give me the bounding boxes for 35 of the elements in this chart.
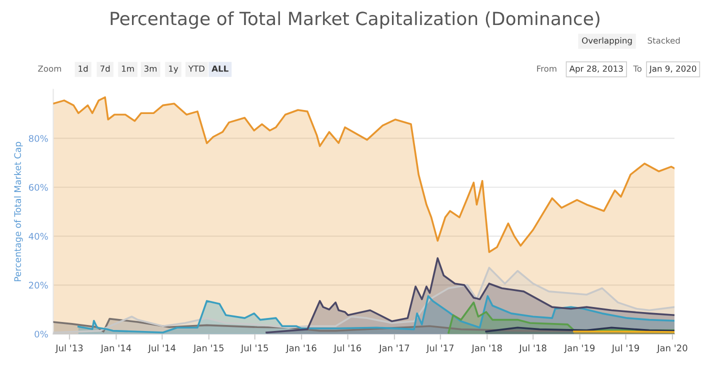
- x-tick-label: Jul '18: [518, 344, 546, 354]
- x-tick-label: Jul '17: [426, 344, 454, 354]
- text: Zoom: [38, 66, 62, 72]
- text: From: [537, 66, 556, 72]
- x-tick-label: Jan '16: [286, 344, 316, 354]
- x-tick-label: Jul '16: [333, 344, 362, 354]
- y-tick-label: 20%: [28, 282, 48, 289]
- text: Overlapping: [582, 37, 632, 46]
- x-tick-label: Jan '20: [656, 344, 688, 354]
- x-tick-label: Jan '17: [378, 344, 410, 354]
- text: 1y: [169, 66, 178, 74]
- text: Stacked: [648, 37, 680, 44]
- text: ALL: [212, 66, 228, 72]
- x-tick-label: Jul '13: [55, 344, 83, 354]
- text: 1m: [122, 66, 134, 72]
- x-tick-label: Jul '15: [240, 344, 268, 354]
- text: 1d: [78, 65, 88, 72]
- x-tick-label: Jan '14: [100, 344, 132, 354]
- y-axis-title: Percentage of Total Market Cap: [14, 142, 23, 282]
- text: 7d: [100, 65, 110, 72]
- text: Apr 28, 2013: [569, 65, 623, 74]
- text: Jan 9, 2020: [649, 65, 696, 74]
- x-tick-label: Jan '18: [471, 344, 502, 354]
- chart-title: Percentage of Total Market Capitalization (Dominance): [110, 11, 600, 29]
- x-tick-label: Jul '19: [611, 344, 639, 354]
- text: 3m: [144, 65, 157, 72]
- y-tick-label: 40%: [28, 232, 48, 240]
- text: YTD: [188, 66, 204, 72]
- text: To: [633, 66, 642, 72]
- x-tick-label: Jan '15: [193, 344, 224, 354]
- x-tick-label: Jan '19: [564, 344, 595, 354]
- y-tick-label: 0%: [34, 330, 48, 338]
- x-tick-label: Jul '14: [148, 344, 176, 354]
- y-tick-label: 80%: [28, 135, 48, 142]
- y-tick-label: 60%: [28, 184, 48, 191]
